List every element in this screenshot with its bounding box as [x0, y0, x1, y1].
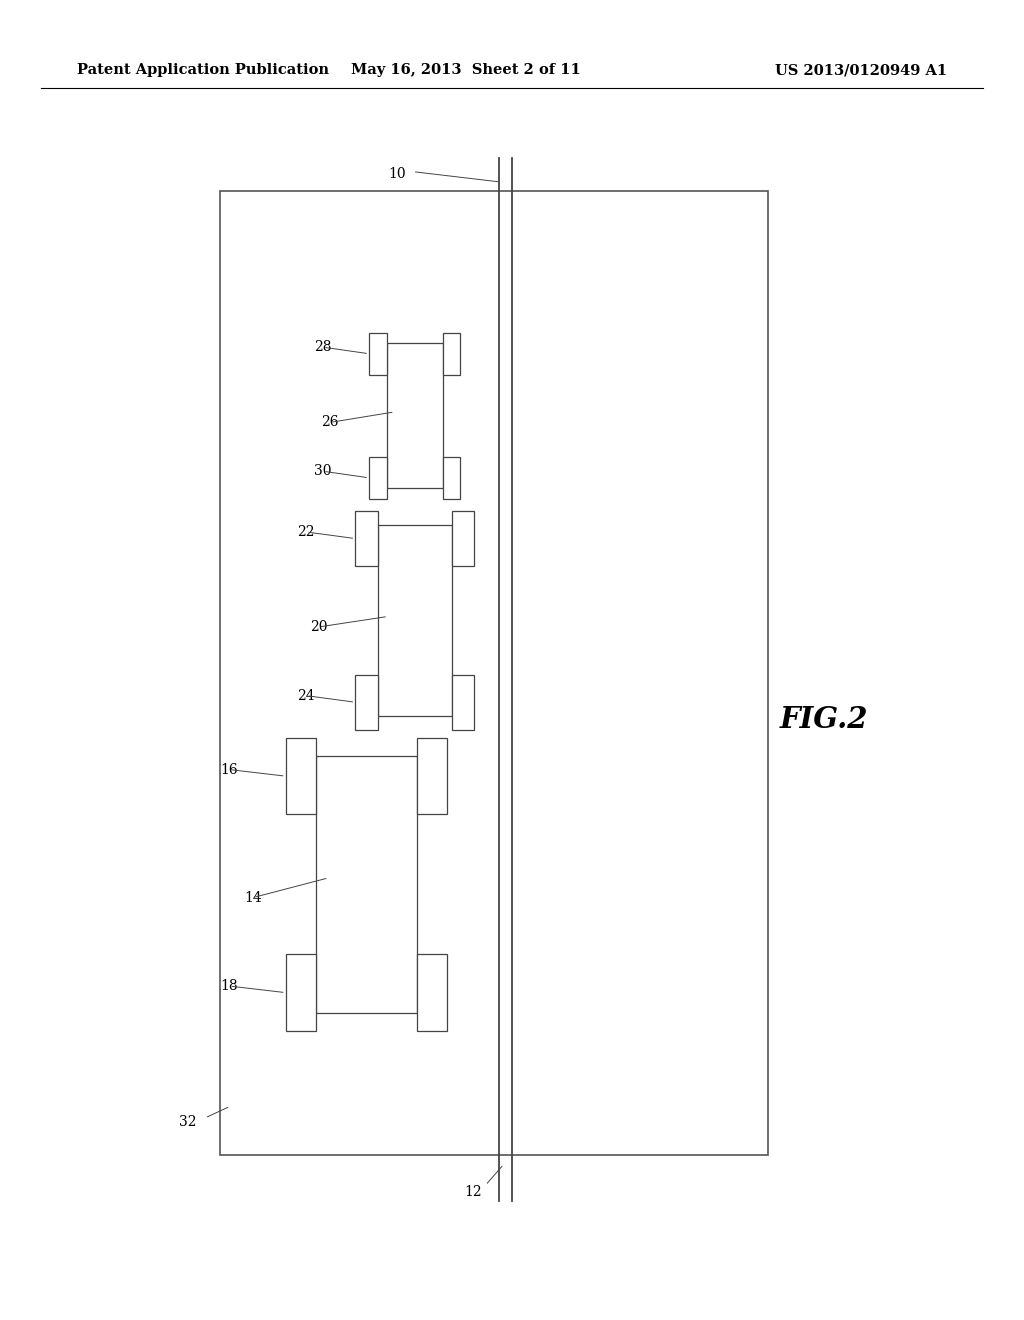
- Text: Patent Application Publication: Patent Application Publication: [77, 63, 329, 78]
- Bar: [387, 343, 442, 488]
- Text: 26: 26: [322, 416, 339, 429]
- Bar: [369, 333, 387, 375]
- Text: 20: 20: [309, 620, 328, 634]
- Text: 30: 30: [314, 465, 332, 478]
- Text: 16: 16: [220, 763, 239, 776]
- Text: May 16, 2013  Sheet 2 of 11: May 16, 2013 Sheet 2 of 11: [351, 63, 581, 78]
- Text: FIG.2: FIG.2: [780, 705, 868, 734]
- Text: 14: 14: [244, 891, 262, 904]
- Bar: [452, 511, 474, 566]
- Bar: [443, 457, 461, 499]
- Text: 28: 28: [314, 341, 332, 354]
- Bar: [316, 755, 417, 1014]
- Bar: [355, 675, 378, 730]
- Bar: [369, 457, 387, 499]
- Text: 12: 12: [464, 1185, 482, 1199]
- Text: 32: 32: [179, 1115, 197, 1129]
- Text: US 2013/0120949 A1: US 2013/0120949 A1: [775, 63, 947, 78]
- Bar: [378, 525, 452, 715]
- Text: 24: 24: [297, 689, 315, 702]
- Text: 22: 22: [297, 525, 315, 539]
- Text: 10: 10: [388, 168, 407, 181]
- Bar: [286, 738, 316, 814]
- Bar: [417, 738, 447, 814]
- Bar: [220, 191, 768, 1155]
- Bar: [355, 511, 378, 566]
- Text: 18: 18: [220, 979, 239, 993]
- Bar: [286, 954, 316, 1031]
- Bar: [452, 675, 474, 730]
- Bar: [443, 333, 461, 375]
- Bar: [417, 954, 447, 1031]
